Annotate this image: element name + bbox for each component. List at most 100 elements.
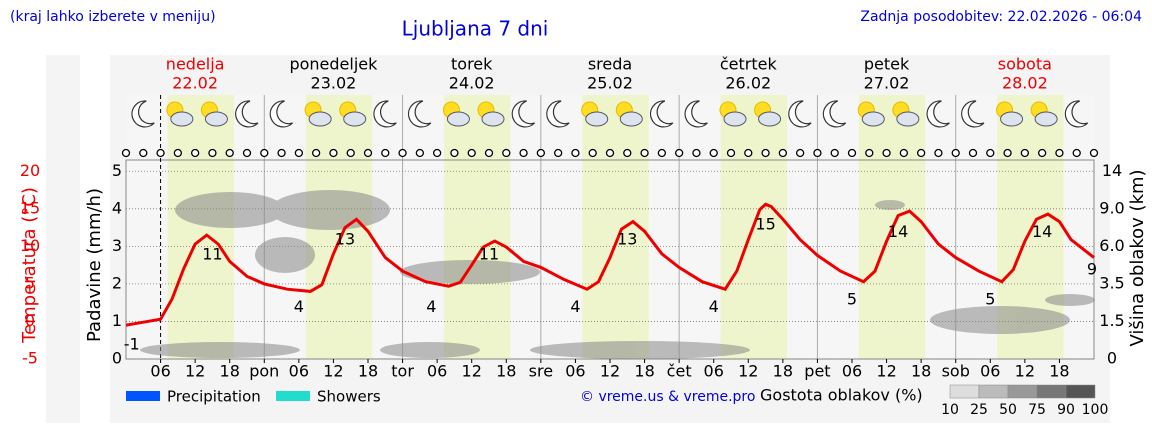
- temp-label: 4: [294, 297, 304, 316]
- day-date: 28.02: [1002, 74, 1048, 93]
- cloud-icon: [619, 111, 643, 127]
- x-tick-label: sob: [942, 362, 970, 381]
- wind-marker: [208, 148, 217, 158]
- y2-tick-label: 9.0: [1099, 198, 1124, 217]
- day-name: sreda: [588, 55, 632, 74]
- wind-marker: [968, 148, 978, 158]
- wind-marker: [692, 148, 701, 158]
- temp-label: 11: [202, 244, 222, 263]
- plot-area: [125, 95, 1095, 360]
- density-swatch: [1007, 384, 1038, 399]
- day-name: petek: [864, 55, 910, 74]
- wind-marker: [381, 148, 390, 158]
- cloud-icon: [1000, 111, 1024, 127]
- x-tick-label: 06: [704, 362, 724, 381]
- wind-marker: [830, 148, 839, 158]
- wind-marker: [432, 148, 442, 158]
- temp-label: 15: [755, 214, 775, 233]
- wind-marker: [536, 148, 546, 158]
- cloud-icon: [758, 111, 782, 127]
- updated: Zadnja posodobitev: 22.02.2026 - 06:04: [860, 9, 1142, 25]
- wind-marker: [225, 148, 234, 158]
- cloud-blob: [255, 237, 315, 273]
- cloud-icon: [896, 111, 920, 127]
- x-tick-label: 12: [1015, 362, 1035, 381]
- x-tick-label: 12: [323, 362, 343, 381]
- temp-label: 13: [617, 229, 637, 248]
- wind-marker: [190, 148, 200, 158]
- density-swatch: [1065, 384, 1096, 399]
- moon-icon: [788, 100, 812, 128]
- cloud-icon: [308, 111, 332, 127]
- wind-marker: [363, 148, 373, 158]
- cloud-blob: [380, 342, 480, 358]
- wind-marker: [605, 148, 615, 158]
- wind-marker: [813, 148, 822, 158]
- legend-swatch: [126, 391, 160, 401]
- wind-marker: [882, 148, 891, 158]
- day-date: 27.02: [864, 74, 910, 93]
- density-label: 75: [1028, 402, 1046, 418]
- moon-icon: [961, 100, 985, 128]
- wind-marker: [277, 148, 286, 158]
- day-date: 22.02: [172, 74, 218, 93]
- left-panel: [46, 55, 80, 423]
- cloud-icon: [1034, 111, 1058, 127]
- x-tick-label: 06: [150, 362, 170, 381]
- y2-tick-label: 0: [1107, 349, 1117, 368]
- wind-marker: [260, 148, 269, 158]
- y-tick-label: 1: [112, 311, 122, 330]
- density-label: 10: [941, 402, 959, 418]
- moon-icon: [131, 100, 155, 128]
- y-tick-label: 5: [112, 161, 122, 180]
- x-tick-label: 18: [496, 362, 516, 381]
- moon-icon: [650, 100, 674, 128]
- cloud-blob: [270, 190, 390, 230]
- day-name: ponedeljek: [289, 55, 378, 74]
- y2-tick-label: 3.5: [1099, 273, 1124, 292]
- day-date: 25.02: [587, 74, 633, 93]
- cloud-icon: [204, 111, 228, 127]
- x-tick-label: sre: [529, 362, 553, 381]
- temperature-line: [125, 202, 1095, 327]
- y-tick-label: 0: [112, 349, 122, 368]
- moon-icon: [511, 100, 536, 128]
- wind-marker: [329, 148, 338, 158]
- wind-marker: [726, 148, 736, 158]
- temp-tick-label: -5: [22, 349, 38, 368]
- cloud-icon: [481, 111, 505, 127]
- moon-icon: [408, 100, 432, 128]
- density-label: 90: [1057, 402, 1075, 418]
- wind-marker: [1020, 148, 1030, 158]
- cloud-icon: [446, 111, 470, 127]
- subtitle: (kraj lahko izberete v meniju): [10, 9, 216, 25]
- cloud-icon: [343, 111, 367, 127]
- wind-marker: [139, 148, 148, 158]
- y-tick-label: 2: [112, 273, 122, 292]
- moon-icon: [1064, 100, 1089, 128]
- cloud-legend-title: Gostota oblakov (%): [760, 386, 923, 405]
- wind-marker: [709, 148, 718, 158]
- density-label: 50: [999, 402, 1017, 418]
- x-tick-label: 06: [427, 362, 447, 381]
- x-tick-label: 18: [773, 362, 793, 381]
- wind-marker: [657, 148, 667, 158]
- x-tick-label: 12: [462, 362, 482, 381]
- temp-label: 5: [847, 289, 857, 308]
- wind-marker: [484, 148, 494, 158]
- wind-marker: [588, 148, 597, 158]
- legend-label: Showers: [317, 388, 381, 406]
- temp-tick-label: 20: [20, 161, 40, 180]
- wind-marker: [553, 148, 563, 158]
- y2-tick-label: 14: [1102, 161, 1122, 180]
- wind-marker: [450, 148, 459, 158]
- wind-marker: [1055, 148, 1064, 158]
- x-tick-label: 18: [911, 362, 931, 381]
- y2-axis-label: Višina oblakov (km): [1127, 169, 1148, 346]
- y2-tick-label: 6.0: [1099, 236, 1124, 255]
- cloud-blob: [930, 306, 1070, 334]
- cloud-icon: [861, 111, 885, 127]
